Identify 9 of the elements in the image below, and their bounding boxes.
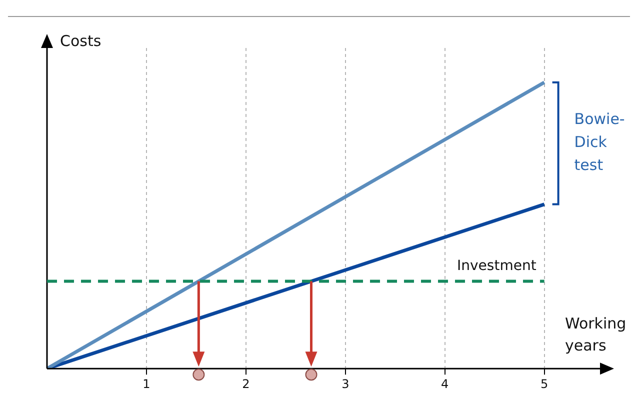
x-tick-label: 5: [540, 376, 548, 391]
x-tick-label: 3: [342, 376, 350, 391]
x-axis-title: Working years: [565, 314, 626, 354]
annotation: Bowie-Dick test: [574, 110, 625, 174]
ref-line-label: Investment: [457, 258, 537, 274]
x-tick-label: 2: [242, 376, 250, 391]
y-axis-title: Costs: [60, 32, 102, 50]
x-tick-label: 4: [441, 376, 449, 391]
x-tick-label: 1: [142, 376, 150, 391]
